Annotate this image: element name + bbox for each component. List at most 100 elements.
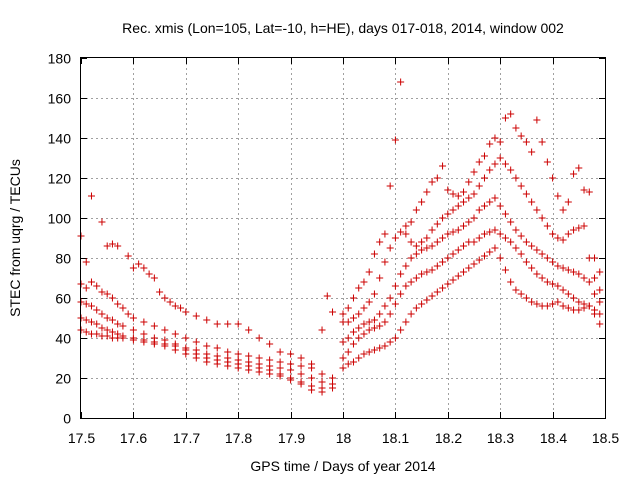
- data-point: [439, 162, 447, 170]
- data-point: [517, 132, 525, 140]
- data-point: [349, 314, 357, 322]
- data-point: [433, 262, 441, 270]
- data-point: [87, 278, 95, 286]
- data-point: [98, 288, 106, 296]
- data-point: [329, 374, 337, 382]
- data-point: [454, 246, 462, 254]
- data-point: [349, 294, 357, 302]
- data-point: [533, 116, 541, 124]
- data-point: [428, 242, 436, 250]
- data-point: [360, 350, 368, 358]
- data-point: [465, 178, 473, 186]
- data-point: [470, 238, 478, 246]
- data-point: [543, 222, 551, 230]
- x-tick-label: 17.7: [173, 430, 200, 446]
- data-point: [402, 262, 410, 270]
- data-point: [538, 274, 546, 282]
- data-point: [318, 378, 326, 386]
- data-point: [376, 322, 384, 330]
- data-point: [517, 232, 525, 240]
- y-tick-label: 0: [63, 411, 71, 427]
- data-point: [287, 376, 295, 384]
- data-point: [339, 310, 347, 318]
- data-point: [444, 280, 452, 288]
- data-point: [475, 206, 483, 214]
- x-tick-label: 17.9: [278, 430, 305, 446]
- data-point: [171, 346, 179, 354]
- data-point: [114, 300, 122, 308]
- data-point: [470, 190, 478, 198]
- data-point: [308, 364, 316, 372]
- data-point: [234, 364, 242, 372]
- data-point: [82, 328, 90, 336]
- data-point: [203, 342, 211, 350]
- data-point: [192, 338, 200, 346]
- data-point: [98, 324, 106, 332]
- data-point: [528, 242, 536, 250]
- data-point: [329, 384, 337, 392]
- data-point: [182, 308, 190, 316]
- data-point: [575, 164, 583, 172]
- data-point: [397, 326, 405, 334]
- data-point: [580, 274, 588, 282]
- data-point: [559, 286, 567, 294]
- data-point: [114, 320, 122, 328]
- data-point: [591, 274, 599, 282]
- data-point: [585, 254, 593, 262]
- data-point: [308, 374, 316, 382]
- data-point: [460, 242, 468, 250]
- data-point: [119, 304, 127, 312]
- data-point: [365, 318, 373, 326]
- data-point: [564, 230, 572, 238]
- data-points: [77, 78, 604, 396]
- data-point: [554, 192, 562, 200]
- data-point: [203, 358, 211, 366]
- data-point: [381, 230, 389, 238]
- data-point: [407, 310, 415, 318]
- data-point: [538, 250, 546, 258]
- data-point: [528, 264, 536, 272]
- data-point: [480, 230, 488, 238]
- data-point: [245, 366, 253, 374]
- data-point: [444, 186, 452, 194]
- data-point: [522, 238, 530, 246]
- data-point: [386, 294, 394, 302]
- x-tick-label: 18.4: [540, 430, 567, 446]
- data-point: [87, 318, 95, 326]
- data-point: [475, 234, 483, 242]
- data-point: [308, 386, 316, 394]
- data-point: [517, 182, 525, 190]
- data-point: [460, 268, 468, 276]
- data-point: [517, 250, 525, 258]
- data-point: [135, 260, 143, 268]
- data-point: [491, 194, 499, 202]
- data-point: [454, 192, 462, 200]
- data-point: [564, 304, 572, 312]
- data-point: [339, 338, 347, 346]
- data-point: [549, 174, 557, 182]
- data-point: [575, 298, 583, 306]
- data-point: [512, 124, 520, 132]
- data-point: [381, 258, 389, 266]
- data-point: [140, 338, 148, 346]
- data-point: [554, 234, 562, 242]
- data-point: [512, 174, 520, 182]
- data-point: [543, 278, 551, 286]
- data-point: [255, 334, 263, 342]
- data-point: [486, 166, 494, 174]
- data-point: [570, 268, 578, 276]
- data-point: [329, 308, 337, 316]
- data-point: [580, 186, 588, 194]
- data-point: [360, 320, 368, 328]
- data-point: [234, 320, 242, 328]
- data-point: [449, 206, 457, 214]
- data-point: [323, 292, 331, 300]
- data-point: [449, 228, 457, 236]
- data-point: [507, 218, 515, 226]
- data-point: [543, 254, 551, 262]
- data-point: [344, 348, 352, 356]
- data-point: [93, 306, 101, 314]
- data-point: [87, 302, 95, 310]
- data-point: [465, 194, 473, 202]
- data-point: [129, 336, 137, 344]
